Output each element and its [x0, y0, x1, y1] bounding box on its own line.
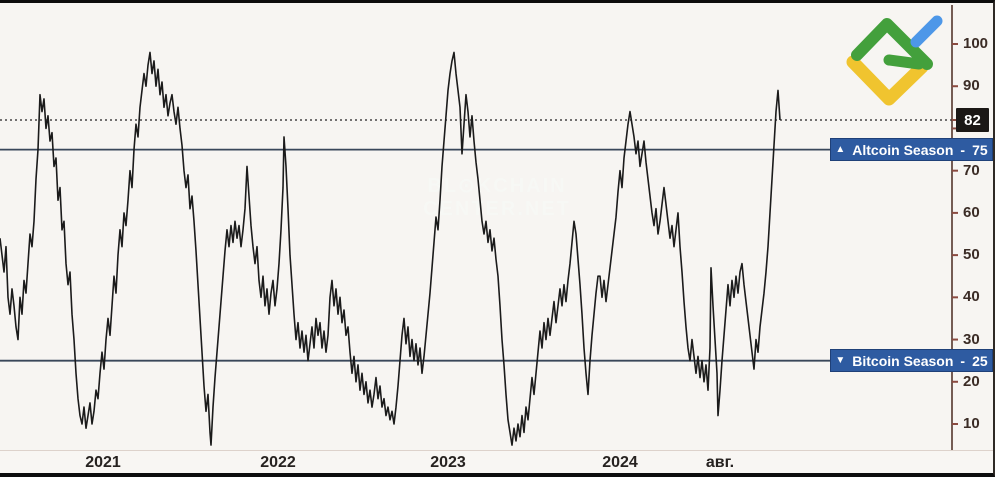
bitcoin-season-text: Bitcoin Season [852, 352, 954, 369]
logo-yellow-check [846, 55, 929, 106]
litefinance-logo [846, 15, 943, 106]
bitcoin-season-value: 25 [972, 352, 988, 369]
index-line-series [0, 51, 781, 446]
y-axis-tick-label: 10 [963, 415, 980, 432]
logo-blue-dash [910, 15, 943, 48]
x-axis-tick-label: 2021 [85, 454, 121, 471]
y-axis-tick-label: 30 [963, 330, 980, 348]
y-axis-tick-label: 40 [963, 288, 980, 306]
altcoin-season-label: ▲ Altcoin Season - 75 [830, 138, 993, 162]
altcoin-season-value: 75 [972, 141, 988, 158]
x-axis: 2021 2022 2023 2024 авг. [0, 450, 993, 473]
x-axis-tick-label: авг. [705, 454, 735, 471]
separator: - [960, 141, 966, 158]
altcoin-season-text: Altcoin Season [852, 141, 954, 158]
y-axis-tick-label: 60 [963, 203, 980, 221]
y-axis-tick-marks [952, 43, 958, 425]
x-axis-tick-label: 2024 [602, 454, 638, 471]
y-axis-tick-label: 50 [963, 246, 980, 264]
separator: - [960, 352, 966, 369]
bitcoin-season-label: ▼ Bitcoin Season - 25 [830, 349, 993, 373]
x-axis-tick-label: 2023 [430, 454, 466, 471]
y-axis-tick-label: 70 [963, 161, 980, 179]
y-axis-tick-label: 100 [963, 35, 989, 52]
y-axis-tick-label: 20 [963, 372, 980, 390]
logo-green-bar [883, 54, 925, 70]
logo-green-zigzag [851, 18, 933, 70]
plot-area[interactable]: BL⊙KCHAIN CENTER.NET 1009080706050403020… [0, 3, 993, 450]
up-triangle-icon: ▲ [835, 144, 846, 156]
y-axis-tick-label: 90 [963, 77, 980, 95]
x-axis-tick-label: 2022 [260, 454, 296, 471]
current-value-badge: 82 [956, 108, 989, 132]
chart-canvas [0, 5, 958, 450]
down-triangle-icon: ▼ [835, 355, 846, 367]
